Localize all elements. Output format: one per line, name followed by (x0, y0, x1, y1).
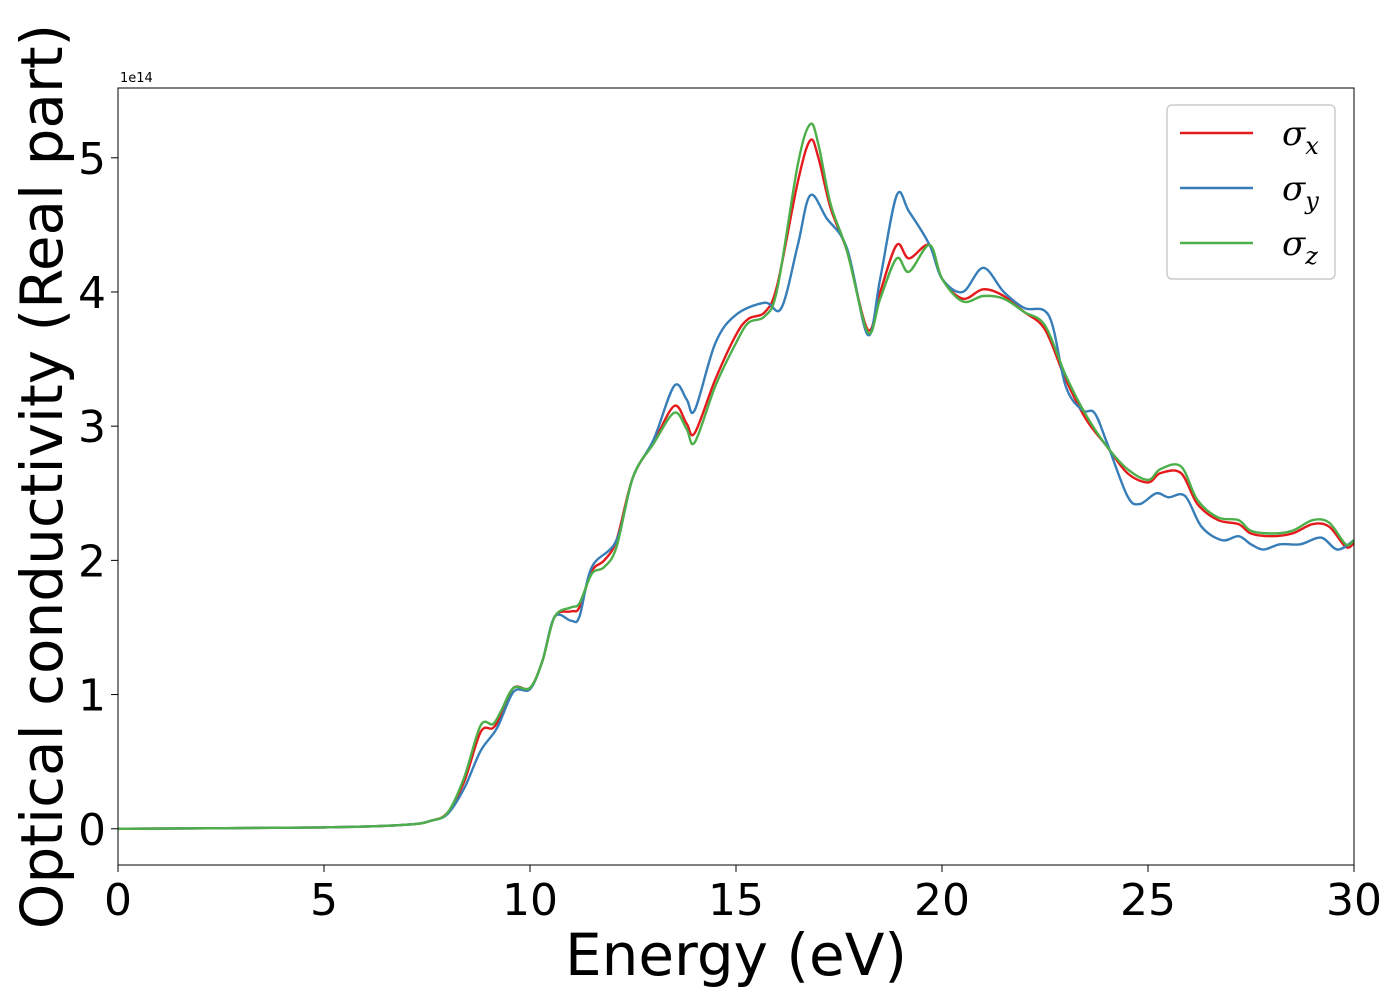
y-tick-label: 0 (78, 805, 106, 856)
x-tick-label: 20 (914, 875, 970, 926)
x-tick-label: 15 (708, 875, 764, 926)
y-tick-label: 4 (78, 268, 106, 319)
y-tick-label: 3 (78, 402, 106, 453)
x-tick-label: 5 (310, 875, 338, 926)
legend-label-x: σx (1282, 114, 1319, 160)
ticks-layer: 0 5 10 15 20 25 30 0 1 2 3 4 5 (78, 134, 1382, 926)
x-tick-label: 30 (1326, 875, 1382, 926)
legend: σx σy σz (1166, 104, 1336, 280)
x-axis-title: Energy (eV) (565, 921, 907, 989)
legend-box (1166, 104, 1336, 280)
y-tick-label: 2 (78, 536, 106, 587)
y-tick-label: 1 (78, 671, 106, 722)
series-line-z (117, 122, 1355, 830)
x-tick-label: 25 (1120, 875, 1176, 926)
series-line-y (117, 190, 1355, 830)
legend-label-z: σz (1282, 224, 1318, 270)
x-tick-label: 10 (502, 875, 558, 926)
plot-area-frame (117, 87, 1355, 866)
y-axis-offset-label: 1e14 (120, 71, 153, 86)
x-tick-label: 0 (104, 875, 132, 926)
legend-label-y: σy (1282, 169, 1319, 215)
series-layer (117, 122, 1355, 830)
y-axis-title: Optical conductivity (Real part) (8, 24, 76, 929)
y-tick-label: 5 (78, 134, 106, 185)
